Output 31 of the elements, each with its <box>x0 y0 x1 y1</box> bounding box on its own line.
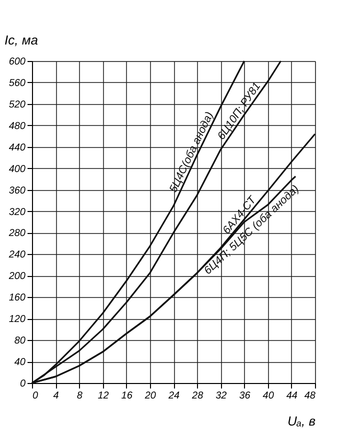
y-tick-label: 80 <box>14 336 26 347</box>
x-tick-label: 32 <box>216 390 228 402</box>
y-tick-label: 560 <box>8 78 26 89</box>
y-tick-label: 0 <box>20 378 26 390</box>
y-tick-label: 440 <box>8 142 26 154</box>
y-tick-label: 400 <box>8 164 26 175</box>
y-tick-label: 320 <box>8 206 26 218</box>
x-tick-label: 24 <box>167 390 180 402</box>
x-tick-label: 28 <box>191 390 204 402</box>
y-tick-label: 160 <box>8 292 26 304</box>
y-tick-label: 600 <box>8 56 26 68</box>
x-tick-label: 12 <box>98 390 110 402</box>
y-tick-label: 120 <box>8 314 26 326</box>
y-tick-label: 480 <box>8 120 26 132</box>
y-tick-label: 520 <box>8 99 26 110</box>
x-tick-label: 8 <box>76 390 83 402</box>
x-tick-label: 44 <box>286 390 298 402</box>
x-tick-label: 0 <box>32 390 38 402</box>
x-axis-title: Uₐ, в <box>287 414 316 428</box>
x-tick-label: 40 <box>262 390 274 402</box>
x-tick-label: 36 <box>239 390 251 402</box>
y-tick-label: 240 <box>8 250 26 261</box>
x-tick-label: 20 <box>144 390 156 402</box>
x-tick-label: 16 <box>121 390 133 402</box>
y-tick-label: 200 <box>8 271 26 282</box>
x-tick-label: 48 <box>304 390 316 402</box>
y-tick-label: 360 <box>8 185 26 196</box>
y-tick-label: 280 <box>8 228 26 240</box>
y-tick-label: 40 <box>14 357 26 368</box>
x-tick-label: 4 <box>53 390 60 402</box>
y-axis-title: Ic, ма <box>4 32 38 48</box>
